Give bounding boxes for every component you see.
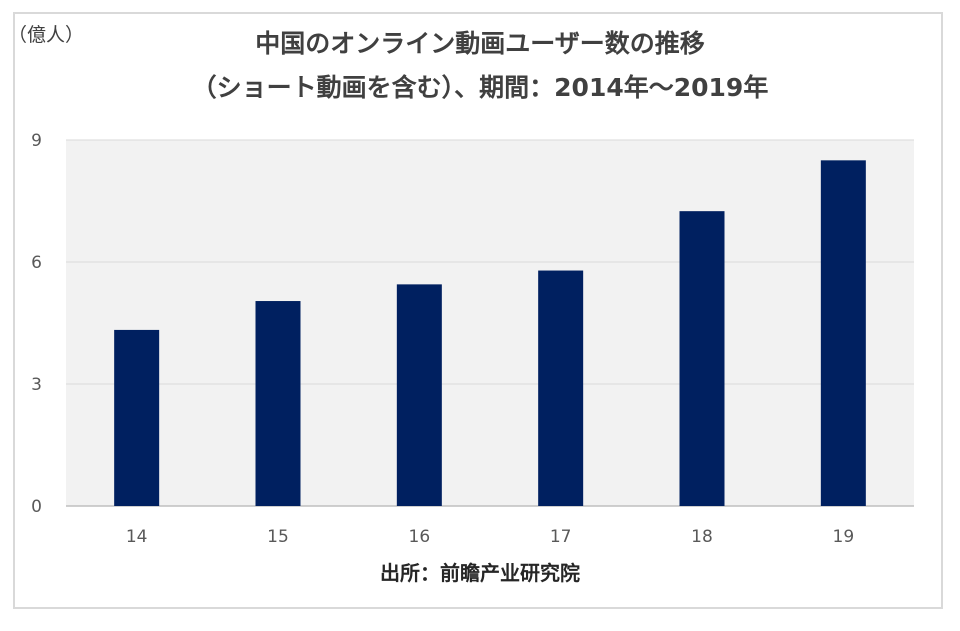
bar-18 <box>679 211 725 506</box>
y-tick-label: 3 <box>31 375 42 395</box>
bar-16 <box>396 284 442 506</box>
x-tick-label: 19 <box>833 527 855 547</box>
y-axis-unit-label: （億人） <box>8 24 85 46</box>
y-tick-label: 6 <box>31 253 42 273</box>
plot-area <box>66 140 914 506</box>
x-tick-label: 18 <box>691 527 713 547</box>
bar-19 <box>820 160 866 507</box>
y-tick-label: 0 <box>31 497 42 517</box>
source-note: 出所：前瞻产业研究院 <box>380 561 580 585</box>
x-tick-label: 16 <box>409 527 431 547</box>
chart-title: 中国のオンライン動画ユーザー数の推移 <box>255 29 705 58</box>
y-tick-label: 9 <box>31 131 42 151</box>
bar-17 <box>538 270 584 506</box>
chart-subtitle: （ショート動画を含む）、期間：2014年～2019年 <box>191 73 769 102</box>
x-tick-label: 14 <box>126 527 148 547</box>
bar-15 <box>255 301 301 506</box>
x-tick-label: 17 <box>550 527 572 547</box>
bar-14 <box>114 329 160 506</box>
x-tick-label: 15 <box>267 527 289 547</box>
